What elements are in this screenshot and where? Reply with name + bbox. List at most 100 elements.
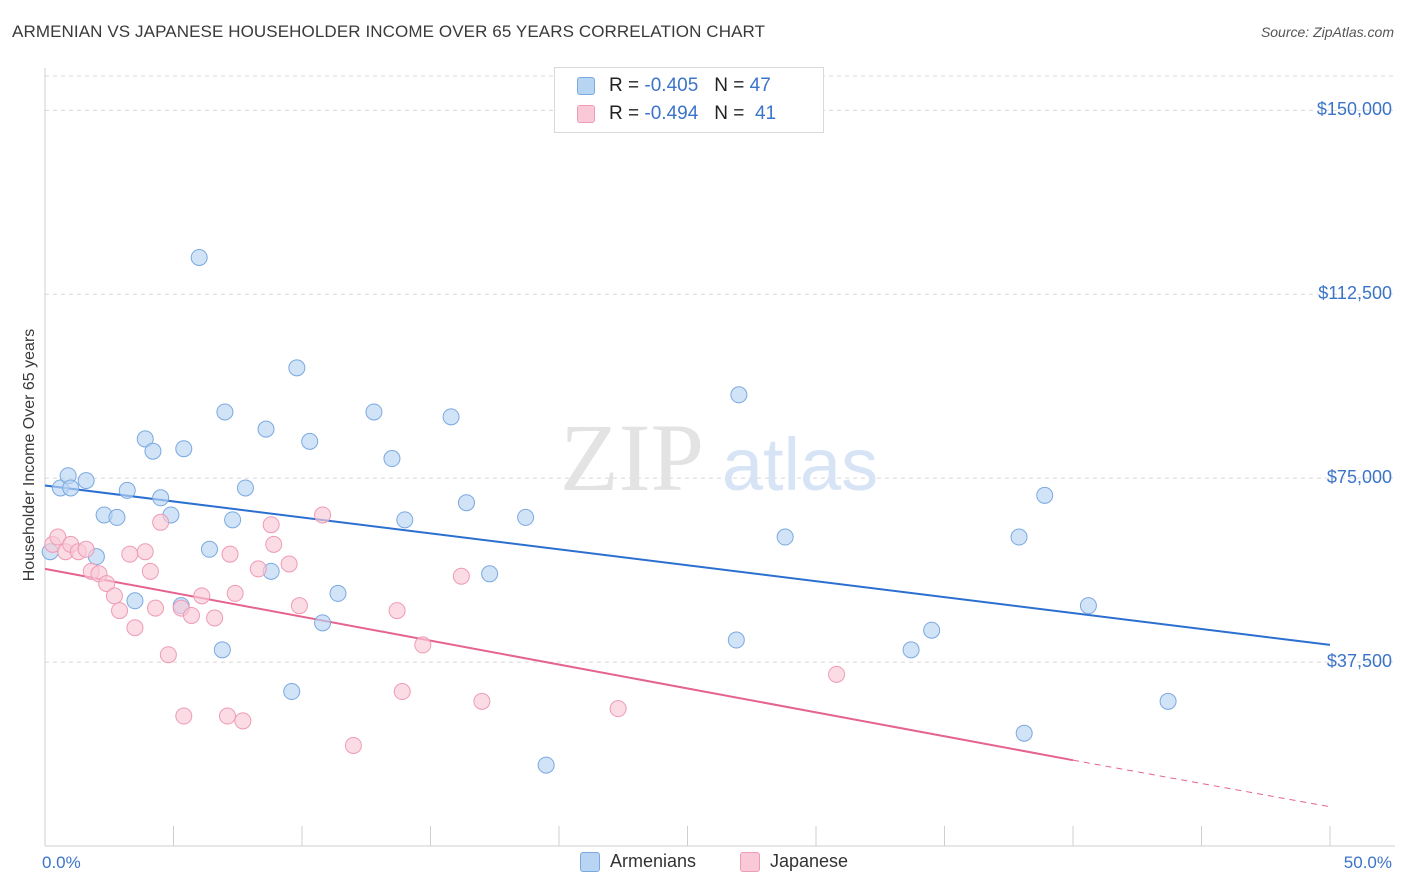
japanese-point: [393, 683, 411, 701]
armenians-point: [727, 631, 745, 649]
japanese-point: [452, 567, 470, 585]
y-tick-label: $150,000: [1316, 99, 1392, 120]
japanese-point: [206, 609, 224, 627]
armenians-point: [383, 450, 401, 468]
japanese-point: [141, 562, 159, 580]
armenians-point: [213, 641, 231, 659]
armenians-point: [1159, 692, 1177, 710]
japanese-point: [121, 545, 139, 563]
japanese-point: [49, 528, 67, 546]
trend-line-japanese-extension: [1072, 759, 1331, 808]
armenians-swatch: [577, 77, 595, 95]
n-label: N =: [714, 103, 745, 124]
armenians-point: [257, 420, 275, 438]
n-value-japanese: 41: [754, 103, 777, 124]
japanese-point: [159, 646, 177, 664]
armenians-point: [175, 440, 193, 458]
japanese-point: [609, 700, 627, 718]
japanese-point: [105, 587, 123, 605]
armenians-point: [108, 508, 126, 526]
armenians-point: [481, 565, 499, 583]
stats-row-japanese: R = -0.494 N = 41: [577, 102, 776, 126]
legend-label-japanese: Japanese: [770, 851, 849, 871]
armenians-point: [365, 403, 383, 421]
armenians-point: [118, 481, 136, 499]
series-legend: Armenians Japanese: [0, 851, 1406, 877]
armenians-point: [923, 621, 941, 639]
armenians-point: [442, 408, 460, 426]
japanese-point: [344, 736, 362, 754]
armenians-point: [152, 489, 170, 507]
watermark: ZIP atlas: [560, 404, 878, 511]
armenians-point: [62, 479, 80, 497]
n-value-armenians: 47: [749, 75, 771, 96]
armenians-point: [200, 540, 218, 558]
japanese-point: [152, 513, 170, 531]
trend-line-armenians: [44, 484, 1331, 646]
armenians-legend-swatch: [580, 851, 600, 872]
axes: [44, 68, 1395, 847]
r-label: R =: [609, 103, 640, 124]
armenians-point: [136, 430, 154, 448]
japanese-point: [147, 599, 165, 617]
legend-item-armenians[interactable]: Armenians: [580, 851, 696, 872]
japanese-point: [193, 587, 211, 605]
armenians-point: [1079, 597, 1097, 615]
japanese-point: [414, 636, 432, 654]
japanese-point: [182, 606, 200, 624]
watermark-atlas: atlas: [722, 423, 878, 506]
japanese-point: [226, 584, 244, 602]
japanese-point: [221, 545, 239, 563]
armenians-point: [224, 511, 242, 529]
japanese-point: [473, 692, 491, 710]
armenians-point: [77, 472, 95, 490]
x-tick-label-max: 50.0%: [1343, 853, 1392, 872]
japanese-point: [175, 707, 193, 725]
armenians-point: [730, 386, 748, 404]
grid: [45, 75, 1395, 663]
stats-legend: R = -0.405 N = 47 R = -0.494 N = 41: [554, 67, 824, 133]
legend-label-armenians: Armenians: [610, 851, 697, 871]
stats-row-armenians: R = -0.405 N = 47: [577, 74, 771, 98]
y-tick-label: $75,000: [1326, 467, 1392, 488]
armenians-point: [126, 592, 144, 610]
armenians-point: [902, 641, 920, 659]
armenians-point: [1015, 724, 1033, 742]
armenians-point: [301, 432, 319, 450]
r-label: R =: [609, 75, 640, 96]
japanese-legend-swatch: [740, 851, 760, 872]
source-label: Source: ZipAtlas.com: [1260, 24, 1394, 40]
y-tick-label: $112,500: [1318, 283, 1392, 304]
armenians-point: [283, 683, 301, 701]
armenians-point: [776, 528, 794, 546]
armenians-point: [1036, 486, 1054, 504]
armenians-point: [517, 508, 535, 526]
armenians-point: [1010, 528, 1028, 546]
japanese-point: [828, 665, 846, 683]
trend-line-japanese: [44, 567, 1074, 762]
armenians-point: [190, 248, 208, 266]
chart-title: ARMENIAN VS JAPANESE HOUSEHOLDER INCOME …: [12, 22, 766, 41]
japanese-point: [262, 516, 280, 534]
legend-item-japanese[interactable]: Japanese: [740, 851, 848, 872]
japanese-point: [290, 597, 308, 615]
japanese-point: [280, 555, 298, 573]
n-label: N =: [714, 75, 745, 96]
y-tick-label: $37,500: [1326, 651, 1392, 672]
japanese-point: [111, 602, 129, 620]
japanese-swatch: [577, 105, 595, 123]
japanese-point: [234, 712, 252, 730]
japanese-point: [98, 575, 116, 593]
armenians-point: [236, 479, 254, 497]
japanese-point: [126, 619, 144, 637]
japanese-point: [218, 707, 236, 725]
watermark-zip: ZIP: [560, 404, 704, 511]
r-value-armenians: -0.405: [644, 75, 699, 96]
armenians-point: [144, 442, 162, 460]
japanese-point: [388, 602, 406, 620]
armenians-point: [216, 403, 234, 421]
japanese-point: [249, 560, 267, 578]
data-points: [41, 248, 1177, 774]
japanese-point: [314, 506, 332, 524]
